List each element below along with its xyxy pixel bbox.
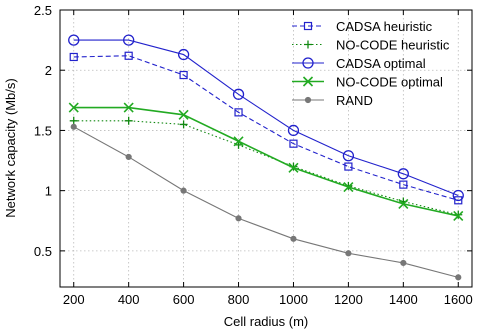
x-tick-label: 800 — [228, 292, 250, 307]
x-tick-label: 1600 — [444, 292, 473, 307]
data-point — [400, 259, 407, 267]
data-point — [177, 48, 190, 61]
data-point — [69, 52, 78, 62]
data-point — [235, 215, 242, 222]
data-point — [452, 189, 464, 202]
series-rand — [70, 123, 462, 281]
y-tick-label: 2.5 — [34, 3, 52, 18]
data-point — [68, 34, 80, 46]
data-point — [123, 34, 135, 46]
data-point — [179, 120, 188, 129]
series-line — [73, 106, 459, 217]
data-point — [454, 196, 463, 205]
legend: CADSA heuristic NO-CODE heuristic CADSA op… — [292, 19, 450, 108]
plot-frame — [59, 9, 473, 288]
legend-item: CADSA optimal — [292, 56, 426, 71]
x-axis-label: Cell radius (m) — [224, 314, 309, 329]
data-point — [290, 235, 297, 242]
x-axis-ticks: 200 400 600 800 1000 1200 1400 1600 — [63, 10, 473, 307]
legend-marker — [303, 21, 313, 31]
data-point — [123, 102, 134, 113]
legend-marker — [304, 96, 312, 104]
legend-item: CADSA heuristic — [292, 19, 433, 34]
x-tick-label: 200 — [63, 292, 85, 307]
data-point — [343, 181, 354, 193]
legend-label: NO-CODE heuristic — [336, 38, 450, 53]
legend-marker — [302, 57, 314, 69]
legend-label: CADSA heuristic — [336, 19, 433, 34]
legend-label: CADSA optimal — [336, 56, 426, 71]
series-line — [73, 39, 459, 196]
legend-label: NO-CODE optimal — [336, 75, 443, 90]
data-point — [68, 102, 79, 113]
data-point — [69, 116, 78, 125]
x-tick-label: 1200 — [334, 292, 363, 307]
x-tick-label: 1000 — [279, 292, 308, 307]
data-point — [287, 124, 300, 137]
y-axis-ticks: 0.5 1 1.5 2 2.5 — [34, 3, 472, 259]
data-point — [234, 108, 243, 117]
data-point — [124, 51, 133, 60]
data-point — [233, 136, 244, 147]
series-line — [73, 120, 459, 216]
data-point — [124, 116, 133, 125]
data-point — [180, 187, 187, 194]
series-cadsa-heuristic — [69, 51, 463, 205]
data-point — [288, 162, 299, 173]
data-point — [342, 150, 355, 162]
y-axis-label: Network capacity (Mb/s) — [3, 78, 18, 217]
y-tick-label: 2 — [45, 63, 52, 78]
data-point — [70, 123, 77, 130]
legend-item: NO-CODE heuristic — [292, 38, 450, 53]
y-tick-label: 0.5 — [34, 244, 52, 259]
x-tick-label: 1400 — [389, 292, 418, 307]
data-point — [398, 198, 409, 209]
legend-item: NO-CODE optimal — [292, 75, 443, 90]
legend-marker — [304, 40, 312, 49]
series-line — [73, 55, 459, 201]
data-point — [455, 274, 462, 281]
series-no-code-optimal — [68, 102, 464, 222]
series-group — [68, 34, 464, 281]
series-cadsa-optimal — [68, 34, 464, 202]
data-point — [345, 250, 352, 257]
data-point — [125, 153, 132, 161]
data-point — [289, 139, 298, 148]
x-tick-label: 600 — [173, 292, 195, 307]
series-no-code-heuristic — [69, 116, 463, 219]
y-tick-label: 1 — [45, 184, 52, 199]
legend-item: RAND — [292, 93, 373, 108]
data-point — [232, 88, 245, 100]
series-line — [73, 126, 459, 278]
data-point — [453, 210, 464, 222]
data-point — [399, 180, 408, 189]
y-tick-label: 1.5 — [34, 123, 52, 138]
data-point — [179, 70, 188, 80]
x-tick-label: 400 — [118, 292, 140, 307]
data-point — [397, 168, 409, 180]
legend-label: RAND — [336, 93, 373, 108]
data-point — [178, 109, 189, 120]
legend-marker — [302, 76, 314, 87]
data-point — [344, 162, 353, 171]
